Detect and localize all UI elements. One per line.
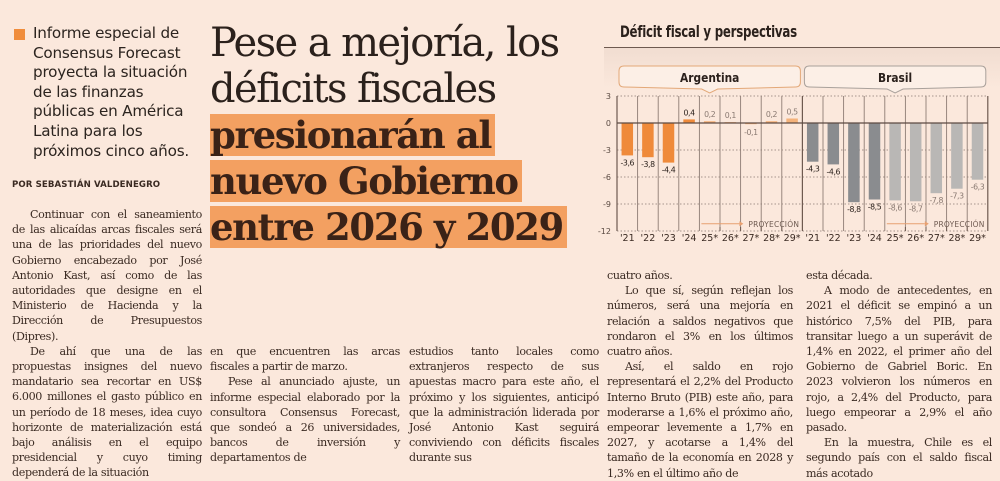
x-tick-label: '24	[867, 233, 882, 244]
bar	[868, 123, 881, 200]
x-tick-label: 27*	[742, 233, 759, 244]
bar-value-label: -3,8	[641, 160, 655, 169]
projection-arrow-head-icon	[739, 221, 744, 227]
bar-value-label: -4,3	[806, 165, 820, 174]
x-tick-label: 26*	[722, 233, 739, 244]
bar	[765, 121, 778, 123]
bar-value-label: -7,3	[950, 192, 964, 201]
headline-highlight-line-1: presionarán al	[210, 114, 496, 156]
body-column-2: en que encuentren las arcas fiscales a p…	[210, 344, 400, 466]
paragraph: cuatro años.	[607, 269, 673, 282]
y-tick-label: -9	[603, 200, 611, 209]
bar-value-label: -6,3	[971, 183, 985, 192]
x-tick-label: '23	[847, 233, 862, 244]
bar	[951, 123, 963, 189]
argentina-group-pill	[618, 65, 801, 94]
bar	[662, 123, 675, 163]
bar-value-label: -8,7	[909, 204, 923, 213]
x-tick-label: '24	[682, 233, 697, 244]
paragraph: Continuar con el saneamiento de las alic…	[12, 208, 202, 343]
x-tick-label: 25*	[701, 233, 718, 244]
brasil-group-pill	[803, 65, 987, 94]
x-tick-label: '23	[661, 233, 676, 244]
headline-highlight-line-3: entre 2026 y 2029	[210, 206, 567, 248]
summary-text: Informe especial de Consensus Forecast p…	[33, 24, 190, 160]
paragraph: Así, el saldo en rojo representará el 2,…	[607, 360, 793, 480]
bar-value-label: -0,1	[744, 128, 758, 137]
chart-data-labels: -3,6 -3,8 -4,4 0,4 0,2 0,1 -0,1 0,2 0,5 -4,3 -4,6 -…	[620, 108, 985, 215]
bar-value-label: -7,8	[929, 196, 943, 205]
chart-title: Déficit fiscal y perspectivas	[620, 22, 797, 41]
x-tick-label: 29*	[969, 233, 986, 244]
x-tick-label: 29*	[784, 233, 801, 244]
y-tick-label: -3	[603, 146, 611, 155]
article-summary: Informe especial de Consensus Forecast p…	[12, 24, 202, 161]
headline-line-1: Pese a mejoría, los	[210, 20, 560, 66]
bar-value-label: 0,1	[725, 111, 737, 120]
x-tick-label: 25*	[887, 233, 904, 244]
x-tick-label: '22	[641, 233, 656, 244]
body-column-1: Continuar con el saneamiento de las alic…	[12, 207, 202, 481]
body-column-5: esta década. A modo de antecedentes, en …	[806, 268, 992, 481]
bar-value-label: -8,6	[888, 203, 902, 212]
bar	[930, 123, 943, 194]
bar-value-label: 0,4	[683, 108, 695, 117]
x-tick-label: 26*	[907, 233, 924, 244]
paragraph: estudios tanto locales como extranjeros …	[409, 345, 599, 465]
x-tick-label: '21	[805, 233, 820, 244]
byline: POR SEBASTIÁN VALDENEGRO	[12, 180, 161, 190]
y-tick-label: -12	[598, 227, 611, 236]
projection-label: PROYECCIÓN	[748, 220, 799, 229]
bar	[848, 123, 860, 203]
headline: Pese a mejoría, los déficits fiscales pr…	[210, 20, 610, 252]
projection-arrow-head-icon	[924, 221, 929, 227]
chart-axis: 30-3-6-9-12'21'22'23'24 25* 26* 27* 28* 29*PR…	[598, 92, 988, 244]
bar-value-label: -4,4	[662, 166, 676, 175]
chart-bars	[621, 118, 984, 203]
bar	[909, 123, 922, 202]
bar	[703, 121, 716, 123]
body-column-4: cuatro años. Lo que sí, según reflejan l…	[607, 268, 793, 481]
brasil-group-label: Brasil	[878, 70, 912, 85]
bar-value-label: -8,8	[847, 205, 861, 214]
x-tick-label: '22	[826, 233, 841, 244]
bar	[971, 123, 984, 180]
bar-value-label: 0,5	[786, 108, 798, 117]
projection-label: PROYECCIÓN	[934, 220, 985, 229]
paragraph: en que encuentren las arcas fiscales a p…	[210, 345, 400, 374]
y-tick-label: 0	[606, 119, 611, 128]
bar	[827, 123, 840, 165]
bar-value-label: -4,6	[826, 167, 840, 176]
paragraph: De ahí que una de las propuestas insigne…	[12, 344, 202, 480]
paragraph: esta década.	[806, 269, 873, 282]
x-tick-label: 28*	[948, 233, 965, 244]
chart-title-rule	[604, 47, 1000, 48]
bar-value-label: -3,6	[620, 158, 634, 167]
bar-value-label: -8,5	[868, 203, 882, 212]
paragraph: A modo de antecedentes, en 2021 el défic…	[806, 284, 992, 435]
bar	[889, 123, 901, 201]
bar	[786, 118, 798, 123]
x-tick-label: '21	[620, 233, 635, 244]
bar	[642, 123, 654, 158]
bar	[621, 123, 634, 156]
headline-highlight-line-2: nuevo Gobierno	[210, 160, 522, 202]
bar-value-label: 0,2	[766, 110, 778, 119]
y-tick-label: 3	[606, 92, 611, 101]
body-column-3: estudios tanto locales como extranjeros …	[409, 344, 599, 466]
y-tick-label: -6	[603, 173, 611, 182]
bar	[683, 119, 695, 123]
country-group-labels: Argentina Brasil	[618, 65, 987, 94]
paragraph: Lo que sí, según reflejan los números, s…	[607, 284, 793, 359]
paragraph: En la muestra, Chile es el segundo país …	[806, 436, 992, 480]
bar	[806, 123, 819, 162]
x-tick-label: 27*	[928, 233, 945, 244]
x-tick-label: 28*	[763, 233, 780, 244]
orange-square-bullet-icon	[14, 29, 25, 40]
fiscal-deficit-chart: Argentina Brasil -3,6 -3,8 -4,4 0,4 0,2 0,1 -0,…	[598, 65, 989, 244]
bar-value-label: 0,2	[704, 110, 716, 119]
headline-line-2: déficits fiscales	[210, 66, 497, 112]
paragraph: Pese al anunciado ajuste, un informe esp…	[210, 375, 400, 465]
argentina-group-label: Argentina	[680, 70, 739, 85]
